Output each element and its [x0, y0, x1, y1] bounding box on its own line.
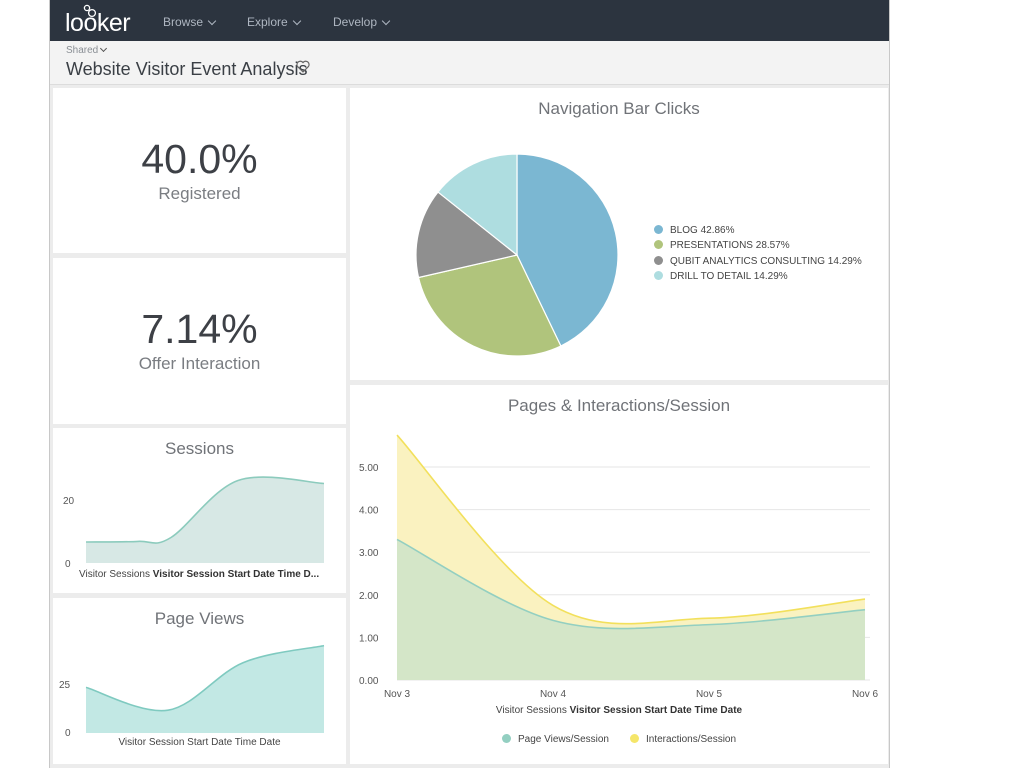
pageviews-line: [85, 644, 325, 712]
logo-loops-icon: [83, 4, 97, 18]
nav-explore[interactable]: Explore: [247, 0, 301, 41]
legend-item[interactable]: DRILL TO DETAIL 14.29%: [654, 271, 788, 282]
legend-dot: [654, 256, 663, 265]
legend-item[interactable]: QUBIT ANALYTICS CONSULTING 14.29%: [654, 256, 862, 267]
tile-pages-interactions: Pages & Interactions/Session 5.00 4.00 3.0…: [350, 385, 888, 764]
pageviews-area: [86, 645, 324, 733]
favorite-heart-icon[interactable]: [296, 60, 310, 73]
chevron-down-icon: [381, 16, 391, 26]
sessions-x-caption: Visitor Sessions Visitor Session Start D…: [79, 569, 320, 580]
registered-value: 40.0%: [141, 136, 258, 182]
y-tick-label: 25: [59, 680, 71, 691]
pageviews-chart: 25 0: [59, 644, 325, 739]
y-tick-label: 4.00: [359, 506, 379, 517]
legend-dot: [502, 734, 511, 743]
tile-navigation-bar-clicks: Navigation Bar Clicks BLOG 42.86% PRESEN…: [350, 88, 888, 380]
y-tick-label: 20: [63, 496, 75, 507]
area-title: Pages & Interactions/Session: [507, 396, 731, 415]
sessions-line: [85, 476, 325, 544]
pie-slice-qubit-analytics-consulting[interactable]: [415, 191, 519, 279]
legend-dot: [630, 734, 639, 743]
logo-text: looker: [65, 9, 131, 37]
area-x-caption: Visitor Sessions Visitor Session Start D…: [495, 705, 743, 716]
pageviews-x-caption: Visitor Session Start Date Time Date: [118, 737, 281, 748]
legend-item[interactable]: PRESENTATIONS 28.57%: [654, 240, 790, 251]
area-chart: 5.00 4.00 3.00 2.00 1.00 0.00 Nov 3 Nov 4 Nov 5 N…: [359, 434, 879, 700]
tile-page-views: Page Views 25 0 Visitor Session Start Da…: [53, 598, 346, 764]
nav-develop[interactable]: Develop: [333, 0, 391, 41]
y-tick-label: 2.00: [359, 591, 379, 602]
x-tick-label: Nov 4: [540, 689, 567, 700]
breadcrumb-shared[interactable]: Shared: [66, 44, 108, 56]
tile-registered: 40.0% Registered: [53, 88, 346, 253]
y-tick-label: 1.00: [359, 633, 379, 644]
legend-dot: [654, 240, 663, 249]
pie-title: Navigation Bar Clicks: [538, 99, 700, 118]
offer-label: Offer Interaction: [138, 354, 261, 373]
interactions-line: [396, 434, 866, 625]
x-tick-label: Nov 5: [696, 689, 723, 700]
legend-dot: [654, 271, 663, 280]
dashboard-header: Shared Website Visitor Event Analysis: [50, 41, 889, 85]
sessions-title: Sessions: [165, 439, 234, 458]
y-tick-label: 5.00: [359, 463, 379, 474]
pie-slice-drill-to-detail[interactable]: [437, 153, 518, 257]
legend-item[interactable]: BLOG 42.86%: [654, 225, 734, 236]
looker-app: looker Browse Explore Develop Shared Web…: [49, 0, 890, 768]
pie-chart: [415, 153, 619, 357]
tile-sessions: Sessions 20 0 Visitor Sessions Visitor S…: [53, 428, 346, 593]
y-tick-label: 0: [65, 559, 71, 570]
offer-value: 7.14%: [141, 306, 258, 352]
pageviews-session-area: [397, 539, 865, 680]
legend-item[interactable]: Page Views/Session: [502, 734, 609, 745]
pageviews-session-line: [396, 538, 866, 630]
sessions-chart: 20 0: [63, 476, 325, 570]
legend-item[interactable]: Interactions/Session: [630, 734, 736, 745]
y-tick-label: 3.00: [359, 548, 379, 559]
legend-dot: [654, 225, 663, 234]
x-tick-label: Nov 3: [384, 689, 411, 700]
top-nav-bar: looker Browse Explore Develop: [50, 0, 889, 41]
chevron-down-icon: [292, 16, 301, 26]
registered-label: Registered: [158, 184, 241, 203]
y-tick-label: 0.00: [359, 676, 379, 687]
pie-slice-blog[interactable]: [516, 153, 619, 347]
nav-browse[interactable]: Browse: [163, 0, 217, 41]
pageviews-title: Page Views: [154, 609, 245, 628]
page-title: Website Visitor Event Analysis: [66, 59, 308, 79]
looker-logo[interactable]: looker: [65, 4, 135, 37]
chevron-down-icon: [207, 16, 217, 26]
y-tick-label: 0: [65, 728, 71, 739]
sessions-area: [86, 477, 324, 563]
x-tick-label: Nov 6: [852, 689, 879, 700]
pie-slice-presentations[interactable]: [417, 254, 562, 357]
tile-offer-interaction: 7.14% Offer Interaction: [53, 258, 346, 424]
chevron-down-icon: [100, 44, 108, 53]
